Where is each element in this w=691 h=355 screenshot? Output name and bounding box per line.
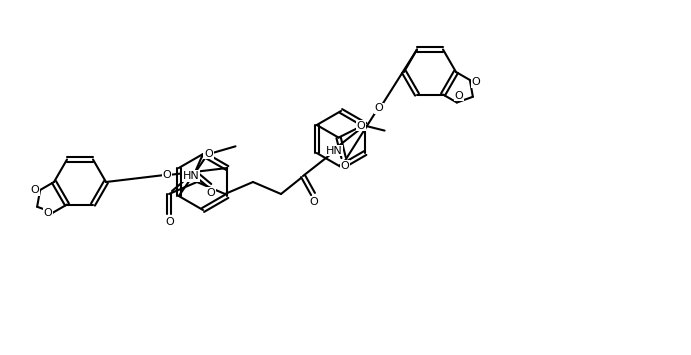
Text: O: O — [471, 77, 480, 87]
Text: O: O — [207, 188, 215, 198]
Text: O: O — [356, 121, 365, 131]
Text: O: O — [340, 160, 349, 171]
Text: O: O — [31, 185, 39, 195]
Text: O: O — [310, 197, 319, 207]
Text: O: O — [204, 149, 213, 159]
Text: HN: HN — [325, 146, 343, 155]
Text: O: O — [162, 170, 171, 180]
Text: O: O — [44, 208, 53, 218]
Text: O: O — [375, 103, 384, 113]
Text: O: O — [455, 91, 463, 100]
Text: HN: HN — [182, 171, 200, 181]
Text: O: O — [166, 217, 174, 227]
